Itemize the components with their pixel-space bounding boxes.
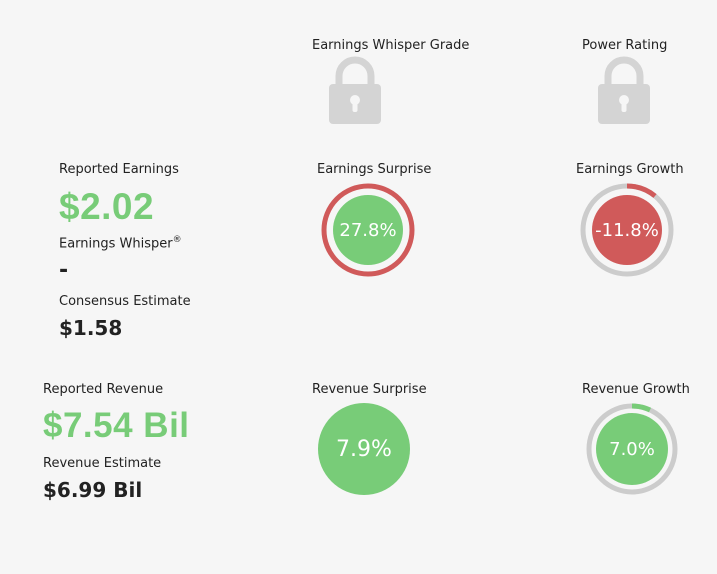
earnings-surprise-gauge: 27.8% (321, 183, 415, 277)
reported-revenue-label: Reported Revenue (43, 382, 164, 397)
earnings-surprise-value: 27.8% (339, 219, 397, 241)
earnings-surprise-label: Earnings Surprise (317, 162, 432, 177)
earnings-growth-gauge: -11.8% (580, 183, 674, 277)
whisper-grade-lock-icon (329, 56, 381, 124)
reported-earnings-label: Reported Earnings (59, 162, 179, 177)
revenue-estimate-value: $6.99 Bil (43, 478, 143, 502)
reported-revenue-value: $7.54 Bil (43, 406, 190, 445)
earnings-whisper-value: - (59, 258, 69, 283)
earnings-whisper-label: Earnings Whisper® (59, 235, 182, 252)
revenue-surprise-gauge: 7.9% (318, 403, 410, 495)
reported-earnings-value: $2.02 (59, 186, 155, 227)
revenue-growth-gauge: 7.0% (586, 403, 678, 495)
revenue-estimate-label: Revenue Estimate (43, 456, 162, 471)
revenue-surprise-value: 7.9% (336, 436, 392, 462)
revenue-growth-value: 7.0% (609, 438, 655, 460)
earnings-growth-value: -11.8% (595, 219, 659, 241)
revenue-growth-label: Revenue Growth (582, 382, 690, 397)
whisper-grade-label: Earnings Whisper Grade (312, 38, 470, 53)
earnings-growth-label: Earnings Growth (576, 162, 684, 177)
power-rating-label: Power Rating (582, 38, 668, 53)
revenue-surprise-label: Revenue Surprise (312, 382, 427, 397)
consensus-estimate-value: $1.58 (59, 316, 123, 340)
registered-mark: ® (172, 235, 182, 245)
power-rating-lock-icon (598, 56, 650, 124)
consensus-estimate-label: Consensus Estimate (59, 294, 191, 309)
